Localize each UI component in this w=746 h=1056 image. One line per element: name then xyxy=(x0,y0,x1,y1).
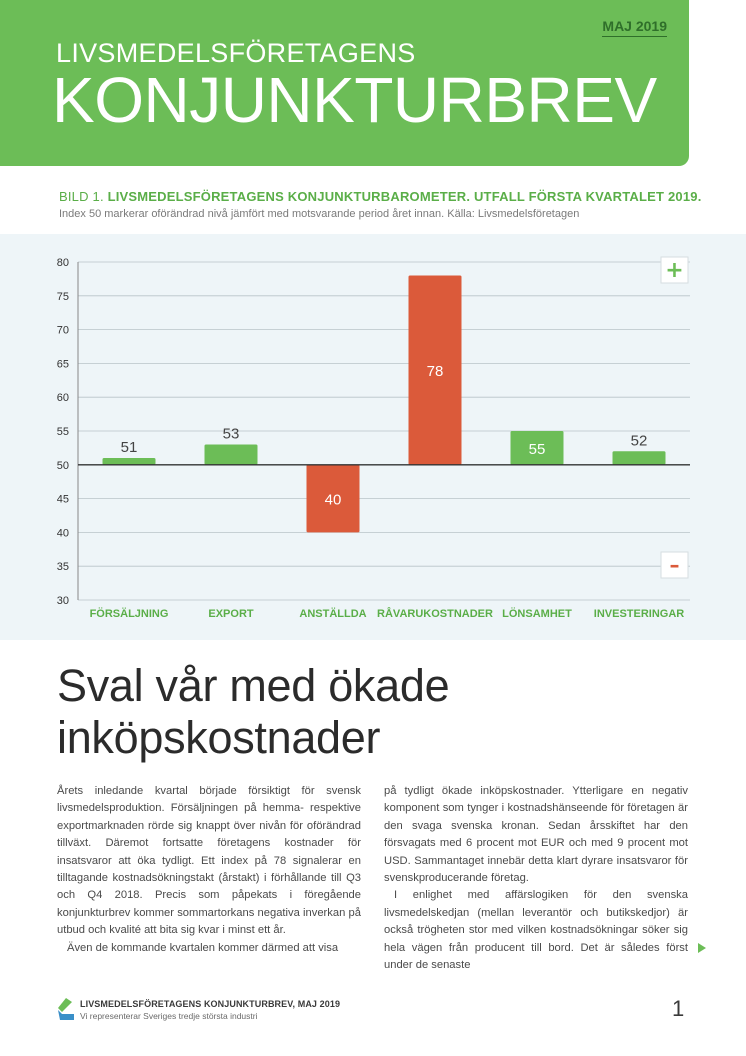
plus-icon: + xyxy=(665,258,683,283)
bar xyxy=(612,451,666,465)
data-label: 40 xyxy=(325,492,342,509)
x-tick-label: LÖNSAMHET xyxy=(502,607,572,620)
y-tick-label: 35 xyxy=(57,561,69,573)
article-column-left: Årets inledande kvartal började försikti… xyxy=(57,783,361,957)
bar xyxy=(510,431,564,465)
continue-arrow-icon xyxy=(698,943,706,953)
y-tick-label: 40 xyxy=(57,527,69,539)
y-tick-label: 75 xyxy=(57,291,69,303)
y-tick-label: 50 xyxy=(57,460,69,472)
data-label: 55 xyxy=(529,441,546,458)
y-tick-label: 80 xyxy=(57,257,69,269)
data-label: 52 xyxy=(631,432,648,449)
x-tick-label: INVESTERINGAR xyxy=(594,608,685,620)
page-number: 1 xyxy=(672,996,685,1021)
y-tick-label: 65 xyxy=(57,358,69,370)
bar xyxy=(102,458,156,465)
masthead-subtitle: LIVSMEDELSFÖRETAGENS xyxy=(56,38,416,68)
x-tick-label: RÅVARUKOSTNADER xyxy=(377,607,493,620)
figure-label: BILD 1. xyxy=(59,189,104,204)
article-column-right: på tydligt ökade inköpskostnader. Ytterl… xyxy=(384,783,688,974)
y-tick-label: 60 xyxy=(57,392,69,404)
issue-date: MAJ 2019 xyxy=(602,18,667,37)
paragraph: Årets inledande kvartal började försikti… xyxy=(57,785,361,937)
masthead-title: KONJUNKTURBREV xyxy=(52,64,657,136)
bar xyxy=(306,464,360,533)
paragraph: Även de kommande kvartalen kommer därmed… xyxy=(67,941,339,954)
y-tick-label: 55 xyxy=(57,426,69,438)
headline-line-1: Sval vår med ökade xyxy=(57,660,450,711)
plus-box xyxy=(660,256,689,284)
paragraph: I enlighet med affärslogiken för den sve… xyxy=(384,889,688,972)
x-tick-label: ANSTÄLLDA xyxy=(299,607,366,620)
figure-title: BILD 1. LIVSMEDELSFÖRETAGENS KONJUNKTURB… xyxy=(59,189,702,204)
data-label: 53 xyxy=(223,426,240,443)
data-label: 51 xyxy=(121,439,138,456)
data-label: 78 xyxy=(427,363,444,380)
masthead: LIVSMEDELSFÖRETAGENS KONJUNKTURBREV MAJ … xyxy=(0,0,689,166)
article-headline: Sval vår med ökade inköpskostnader xyxy=(57,660,450,764)
y-tick-label: 70 xyxy=(57,325,69,337)
logo-icon xyxy=(58,998,74,1020)
paragraph: på tydligt ökade inköpskostnader. Ytterl… xyxy=(384,785,688,885)
y-tick-label: 45 xyxy=(57,494,69,506)
figure-heading: LIVSMEDELSFÖRETAGENS KONJUNKTURBAROMETER… xyxy=(107,189,702,204)
bar xyxy=(408,275,462,465)
x-tick-label: EXPORT xyxy=(208,608,254,620)
footer-subtitle: Vi representerar Sveriges tredje största… xyxy=(80,1011,258,1021)
minus-icon: – xyxy=(670,553,680,577)
headline-line-2: inköpskostnader xyxy=(57,712,381,763)
chart-background xyxy=(0,234,746,640)
y-tick-label: 30 xyxy=(57,595,69,607)
bar-chart: 30 35 40 45 50 55 60 65 70 75 80 51 FÖRSÄLJNING 53 EXP… xyxy=(57,256,690,620)
minus-box xyxy=(660,551,689,579)
x-tick-label: FÖRSÄLJNING xyxy=(90,607,169,620)
footer-title: LIVSMEDELSFÖRETAGENS KONJUNKTURBREV, MAJ… xyxy=(80,999,341,1009)
figure-note: Index 50 markerar oförändrad nivå jämför… xyxy=(59,208,580,220)
bar xyxy=(204,444,258,465)
